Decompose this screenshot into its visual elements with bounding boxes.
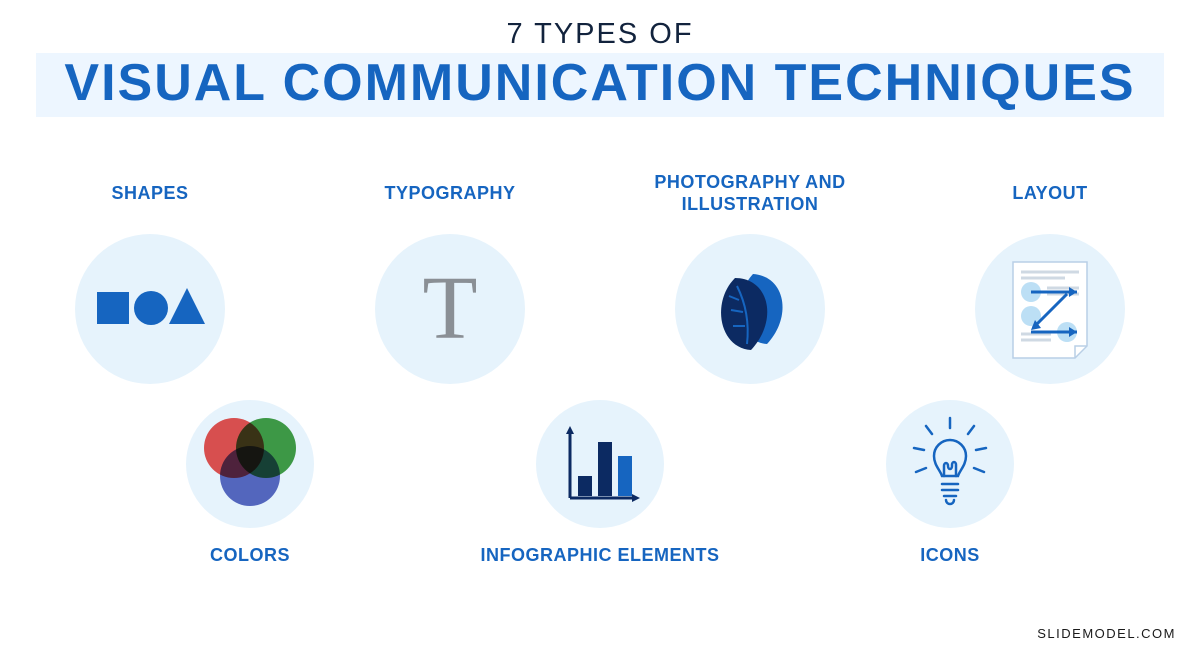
- layout-icon: [975, 234, 1125, 384]
- label-shapes: SHAPES: [111, 182, 188, 205]
- circle-colors: [186, 400, 314, 528]
- item-shapes: SHAPES: [30, 170, 270, 384]
- label-layout: LAYOUT: [1012, 182, 1087, 205]
- item-typography: TYPOGRAPHY T: [330, 170, 570, 384]
- shapes-icon: [75, 234, 225, 384]
- label-infographic: INFOGRAPHIC ELEMENTS: [480, 544, 719, 567]
- circle-infographic: [536, 400, 664, 528]
- leaves-icon: [675, 234, 825, 384]
- main-title: VISUAL COMMUNICATION TECHNIQUES: [64, 53, 1135, 113]
- circle-shapes: [75, 234, 225, 384]
- title-block: 7 TYPES OF VISUAL COMMUNICATION TECHNIQU…: [0, 0, 1200, 117]
- venn-icon: [186, 400, 314, 528]
- bulb-icon: [886, 400, 1014, 528]
- circle-photography: [675, 234, 825, 384]
- typography-icon: T: [375, 234, 525, 384]
- main-title-wrap: VISUAL COMMUNICATION TECHNIQUES: [36, 53, 1163, 117]
- attribution: SLIDEMODEL.COM: [1037, 626, 1176, 641]
- item-infographic: INFOGRAPHIC ELEMENTS: [480, 400, 720, 567]
- label-colors: COLORS: [210, 544, 290, 567]
- svg-text:T: T: [423, 259, 478, 358]
- item-colors: COLORS: [130, 400, 370, 567]
- chart-icon: [536, 400, 664, 528]
- circle-typography: T: [375, 234, 525, 384]
- subtitle: 7 TYPES OF: [0, 18, 1200, 51]
- label-typography: TYPOGRAPHY: [384, 182, 515, 205]
- item-layout: LAYOUT: [930, 170, 1170, 384]
- slide: 7 TYPES OF VISUAL COMMUNICATION TECHNIQU…: [0, 0, 1200, 655]
- row-bottom: COLORS INFOGRAPHIC ELEMENTS: [0, 400, 1200, 567]
- circle-icons: [886, 400, 1014, 528]
- item-icons: ICONS: [830, 400, 1070, 567]
- label-icons: ICONS: [920, 544, 980, 567]
- item-photography: PHOTOGRAPHY AND ILLUSTRATION: [630, 170, 870, 384]
- label-photography: PHOTOGRAPHY AND ILLUSTRATION: [630, 171, 870, 216]
- circle-layout: [975, 234, 1125, 384]
- row-top: SHAPES TYPOGRAPHY T PHOTOGRAPHY AND ILLU…: [0, 170, 1200, 384]
